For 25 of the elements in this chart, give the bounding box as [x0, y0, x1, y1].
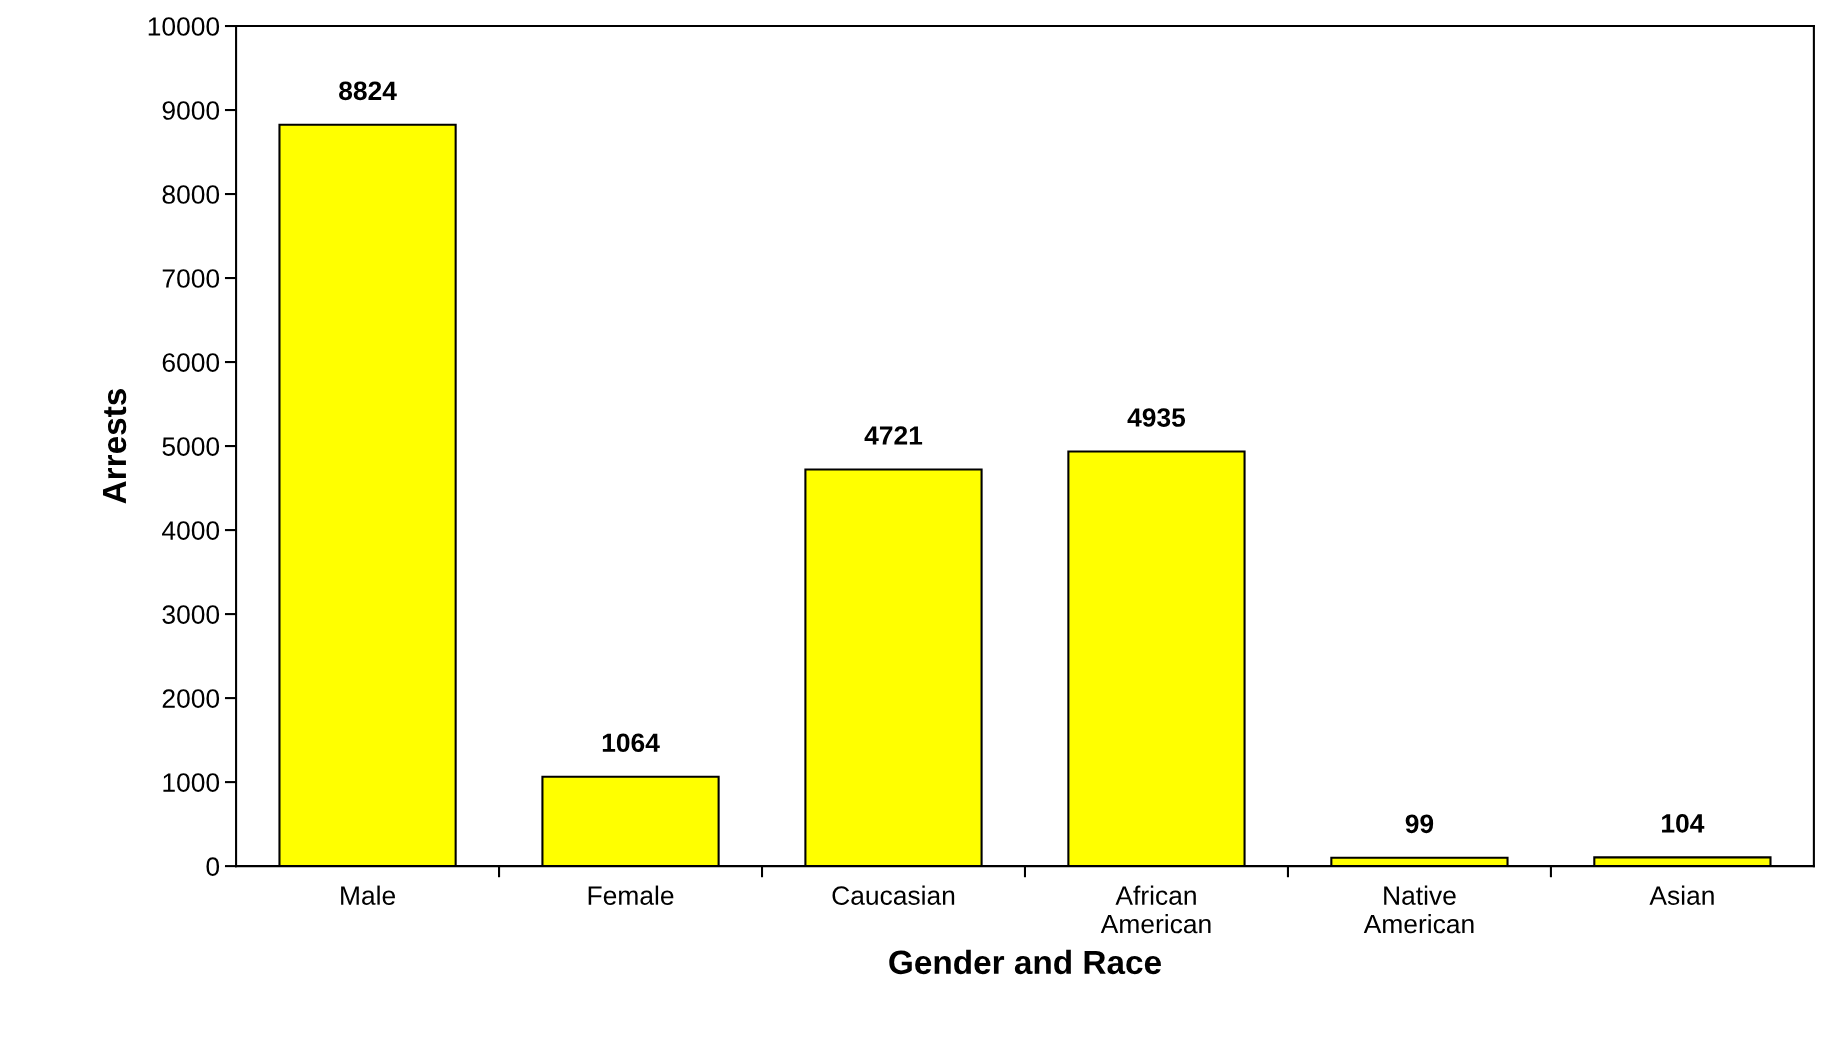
x-tick-label: Female [588, 885, 674, 905]
y-tick-label: 6000 [162, 353, 220, 372]
y-tick-label: 1000 [163, 773, 220, 792]
x-tick-label: Asian [1649, 885, 1714, 905]
data-label: 99 [1405, 814, 1434, 834]
y-tick-label: 0 [206, 857, 220, 876]
y-tick-label: 7000 [162, 269, 220, 288]
data-label: 4721 [864, 426, 923, 445]
data-label: 1064 [602, 733, 660, 753]
x-tick-label: Native American [1363, 885, 1474, 934]
y-tick-label: 8000 [162, 185, 220, 204]
y-tick-label: 10000 [148, 17, 220, 36]
data-label: 4935 [1127, 408, 1186, 427]
data-label: 104 [1662, 814, 1705, 833]
y-tick-label: 3000 [162, 605, 220, 624]
data-label: 8824 [339, 81, 397, 101]
x-axis-title: Gender and Race [889, 949, 1161, 975]
y-tick-label: 4000 [162, 521, 220, 540]
y-tick-label: 9000 [162, 101, 220, 120]
y-tick-label: 5000 [162, 437, 220, 456]
y-axis-title: Arrests [102, 389, 127, 504]
x-tick-label: Caucasian [832, 885, 955, 905]
x-tick-label: African American [1100, 885, 1211, 934]
y-tick-label: 2000 [162, 689, 220, 708]
x-tick-label: Male [341, 885, 395, 905]
